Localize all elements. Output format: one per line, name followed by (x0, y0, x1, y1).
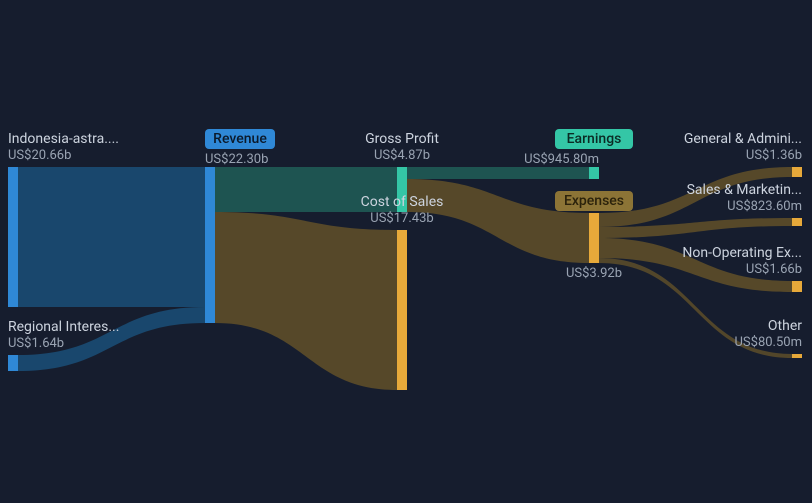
badge-revenue-text: Revenue (213, 131, 267, 147)
node-general_admin-value: US$1.36b (746, 148, 802, 163)
node-indonesia-value: US$20.66b (8, 148, 71, 163)
node-gross_profit-value: US$4.87b (374, 148, 430, 163)
node-regional[interactable] (8, 355, 18, 371)
node-cost_of_sales-label: Cost of Sales (361, 194, 444, 210)
node-other[interactable] (792, 354, 802, 358)
node-non_operating-value: US$1.66b (746, 262, 802, 277)
node-expenses[interactable] (589, 213, 599, 263)
node-cost_of_sales[interactable] (397, 230, 407, 390)
node-expenses-value: US$3.92b (566, 266, 622, 281)
node-cost_of_sales-value: US$17.43b (370, 211, 433, 226)
link-gross_profit-to-earnings (407, 167, 589, 179)
node-earnings[interactable] (589, 167, 599, 179)
badge-expenses-text: Expenses (564, 193, 624, 209)
node-regional-label: Regional Interes... (8, 319, 119, 335)
badge-earnings-text: Earnings (567, 131, 622, 147)
node-revenue[interactable] (205, 167, 215, 323)
node-sales_marketing-label: Sales & Marketin... (687, 182, 802, 198)
node-indonesia-label: Indonesia-astra.... (8, 131, 119, 147)
node-non_operating[interactable] (792, 281, 802, 292)
node-general_admin[interactable] (792, 167, 802, 177)
node-other-value: US$80.50m (734, 335, 802, 350)
node-sales_marketing-value: US$823.60m (727, 199, 802, 214)
node-sales_marketing[interactable] (792, 218, 802, 226)
link-indonesia-to-revenue (18, 167, 205, 307)
sankey-chart: Indonesia-astra....US$20.66b Regional Int… (0, 0, 812, 503)
node-indonesia[interactable] (8, 167, 18, 307)
node-gross_profit-label: Gross Profit (365, 131, 439, 147)
node-earnings-value: US$945.80m (524, 152, 599, 167)
node-other-label: Other (768, 318, 802, 334)
node-general_admin-label: General & Admini... (684, 131, 802, 147)
node-revenue-value: US$22.30b (205, 152, 268, 167)
node-regional-value: US$1.64b (8, 336, 64, 351)
node-non_operating-label: Non-Operating Ex... (682, 245, 802, 261)
